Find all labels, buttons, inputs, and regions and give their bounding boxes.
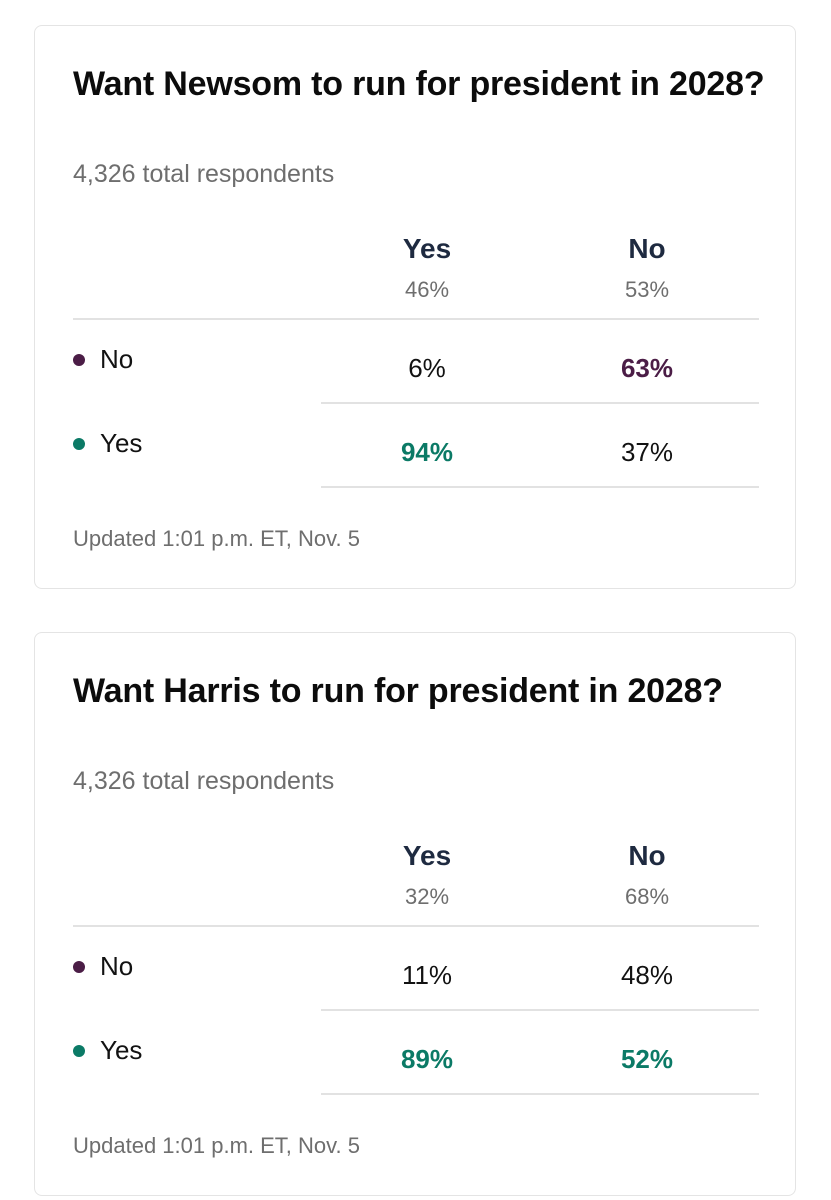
no-dot-icon [73,353,85,366]
table-cell: 89% [400,1044,454,1074]
poll-card-harris: Want Harris to run for president in 2028… [34,632,796,1196]
column-share: 53% [624,277,670,302]
row-label-text: Yes [100,428,143,458]
divider [73,318,759,320]
column-share: 32% [404,884,450,909]
no-dot-icon [73,960,85,973]
row-label-yes: Yes [73,1035,142,1066]
column-label: No [628,233,666,264]
table-cell: 48% [620,960,674,990]
total-respondents: 4,326 total respondents [73,160,335,188]
poll-title: Want Newsom to run for president in 2028… [73,65,765,103]
updated-timestamp: Updated 1:01 p.m. ET, Nov. 5 [73,1133,360,1158]
column-label: No [628,840,666,871]
row-label-yes: Yes [73,428,142,459]
updated-timestamp: Updated 1:01 p.m. ET, Nov. 5 [73,526,360,551]
divider [321,486,759,488]
table-cell: 11% [401,960,453,990]
row-label-no: No [73,344,133,375]
row-label-text: No [100,344,134,374]
table-cell: 52% [620,1044,674,1074]
column-label: Yes [402,233,452,264]
column-share: 68% [624,884,670,909]
poll-card-newsom: Want Newsom to run for president in 2028… [34,25,796,589]
divider [321,1009,759,1011]
total-respondents: 4,326 total respondents [73,767,335,795]
divider [321,402,759,404]
table-cell: 6% [408,353,446,383]
row-label-text: No [100,951,134,981]
row-label-no: No [73,951,133,982]
yes-dot-icon [73,437,85,450]
column-label: Yes [402,840,452,871]
column-share: 46% [404,277,450,302]
poll-title: Want Harris to run for president in 2028… [73,672,723,710]
table-cell: 63% [620,353,674,383]
row-label-text: Yes [100,1035,143,1065]
divider [73,925,759,927]
yes-dot-icon [73,1044,85,1057]
table-cell: 37% [620,437,674,467]
table-cell: 94% [400,437,454,467]
divider [321,1093,759,1095]
